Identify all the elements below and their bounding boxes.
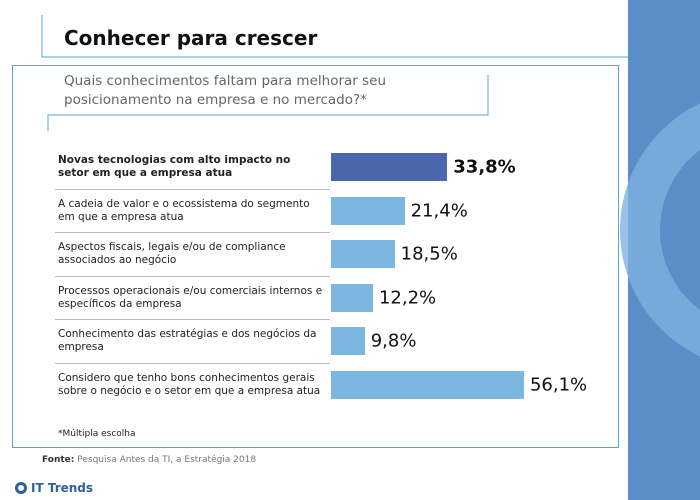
- category-label: Considero que tenho bons conhecimentos g…: [58, 371, 321, 397]
- value-label: 33,8%: [453, 156, 516, 178]
- row-separator: [55, 362, 330, 364]
- value-label: 56,1%: [529, 374, 588, 395]
- value-label: 12,2%: [378, 287, 437, 308]
- category-label: Conhecimento das estratégias e dos negóc…: [58, 328, 317, 353]
- bar: [331, 153, 448, 181]
- subtitle-frame: [47, 75, 489, 131]
- category-label: Processos operacionais e/ou comerciais i…: [58, 284, 323, 310]
- source: Fonte: Pesquisa Antes da TI, a Estratégi…: [42, 455, 256, 465]
- value-label: 9,8%: [370, 330, 417, 352]
- subtitle: Quais conhecimentos faltam para melhorar…: [64, 73, 387, 108]
- source-text: Pesquisa Antes da TI, a Estratégia 2018: [77, 455, 257, 465]
- category-label: A cadeia de valor e o ecossistema do seg…: [58, 197, 310, 223]
- bar: [331, 327, 365, 355]
- row-separator: [55, 188, 330, 190]
- brand: IT Trends: [31, 481, 94, 495]
- brand-icon-inner: [18, 485, 24, 491]
- row-separator: [55, 275, 330, 277]
- bar: [331, 283, 373, 312]
- note: *Múltipla escolha: [58, 429, 136, 439]
- value-label: 18,5%: [400, 243, 458, 265]
- row-separator: [55, 319, 330, 321]
- category-label: Aspectos fiscais, legais e/ou de complia…: [58, 241, 286, 266]
- row-separator: [55, 232, 330, 234]
- source-label: Fonte:: [42, 455, 75, 465]
- bar: [331, 370, 524, 399]
- bar: [331, 240, 395, 268]
- title-frame: [41, 15, 628, 58]
- category-label: Novas tecnologias com alto impacto no se…: [58, 154, 291, 179]
- chart-title: Conhecer para crescer: [64, 26, 318, 50]
- swirl: [620, 103, 700, 357]
- bar: [331, 196, 405, 225]
- value-label: 21,4%: [410, 200, 468, 221]
- main-frame: [12, 65, 619, 448]
